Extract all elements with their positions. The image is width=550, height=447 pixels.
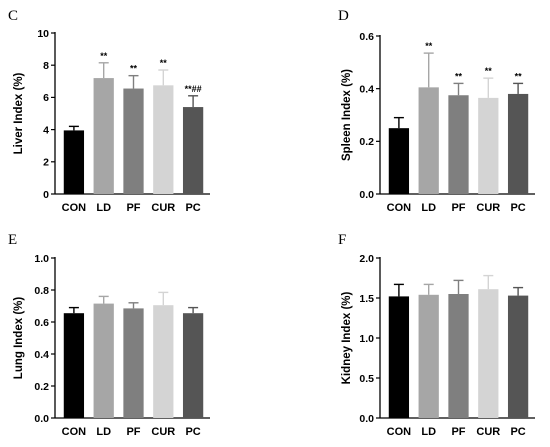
- y-tick-label: 6: [43, 92, 49, 104]
- y-tick-label: 0.6: [359, 31, 374, 43]
- significance-label: **: [485, 66, 493, 76]
- y-tick-label: 0.0: [34, 413, 49, 425]
- bar-pf: [123, 308, 144, 418]
- x-tick-label: CUR: [476, 426, 500, 438]
- bar-ld: [418, 87, 439, 194]
- y-axis-title: Kidney Index (%): [341, 292, 353, 385]
- y-tick-label: 2: [43, 157, 49, 169]
- x-tick-label: PC: [185, 202, 200, 214]
- y-tick-label: 10: [37, 28, 49, 40]
- y-axis-title: Lung Index (%): [13, 297, 25, 380]
- significance-label: **: [100, 51, 108, 61]
- significance-label: **: [515, 71, 523, 81]
- bar-ld: [93, 303, 114, 418]
- panel-D: D Spleen Index (%) 0.0 0.2 0.4 0.6 CON ** LD ** PF…: [338, 8, 535, 214]
- x-tick-label: CUR: [151, 426, 175, 438]
- bar-con: [388, 296, 410, 418]
- y-tick-label: 0.0: [359, 189, 374, 201]
- panel-C: C Liver Index (%) 0 2 4 6 8 10 CON ** LD ** PF ** CUR *…: [8, 8, 210, 214]
- x-tick-label: LD: [421, 202, 436, 214]
- significance-label: **: [455, 71, 463, 81]
- x-tick-label: PF: [126, 426, 140, 438]
- x-tick-label: CON: [387, 202, 412, 214]
- y-tick-label: 0.8: [34, 285, 49, 297]
- x-tick-label: CON: [62, 426, 87, 438]
- y-axis-title: Liver Index (%): [13, 72, 25, 154]
- bar-cur: [153, 305, 174, 418]
- panel-letter: D: [338, 8, 349, 24]
- y-tick-label: 0: [43, 189, 49, 201]
- y-tick-label: 4: [43, 124, 49, 136]
- y-tick-label: 1.0: [359, 333, 374, 345]
- y-tick-label: 0.2: [34, 381, 49, 393]
- bar-pf: [448, 95, 469, 194]
- y-tick-label: 0.4: [34, 349, 49, 361]
- bar-pc: [182, 313, 204, 418]
- y-axis-title: Spleen Index (%): [341, 69, 353, 161]
- bar-ld: [418, 294, 439, 418]
- x-tick-label: CON: [62, 202, 87, 214]
- significance-label: **##: [185, 84, 202, 94]
- bar-cur: [478, 97, 499, 194]
- y-tick-label: 0.6: [34, 317, 49, 329]
- y-tick-label: 0.5: [359, 373, 374, 385]
- significance-label: **: [130, 64, 138, 74]
- panel-letter: C: [8, 8, 18, 24]
- x-tick-label: PC: [510, 202, 525, 214]
- bar-con: [388, 128, 410, 194]
- y-tick-label: 0.2: [359, 136, 374, 148]
- y-tick-label: 2.0: [359, 253, 374, 265]
- panel-letter: F: [338, 232, 346, 248]
- bar-pf: [123, 88, 144, 194]
- y-tick-label: 1.0: [34, 253, 49, 265]
- bar-pc: [182, 107, 204, 194]
- x-tick-label: CUR: [151, 202, 175, 214]
- y-tick-label: 8: [43, 60, 49, 72]
- significance-label: **: [425, 41, 433, 51]
- bar-con: [63, 313, 85, 418]
- x-tick-label: PF: [451, 202, 465, 214]
- x-tick-label: PF: [126, 202, 140, 214]
- x-tick-label: LD: [96, 202, 111, 214]
- x-tick-label: CON: [387, 426, 412, 438]
- bar-cur: [153, 85, 174, 194]
- x-tick-label: PC: [185, 426, 200, 438]
- panel-F: F Kidney Index (%) 0.0 0.5 1.0 1.5 2.0 CON LD PF C…: [338, 232, 535, 438]
- y-tick-label: 0.0: [359, 413, 374, 425]
- significance-label: **: [160, 58, 168, 68]
- y-tick-label: 0.4: [359, 83, 374, 95]
- bar-pc: [507, 295, 529, 418]
- bar-pc: [507, 93, 529, 194]
- x-tick-label: PC: [510, 426, 525, 438]
- bar-cur: [478, 289, 499, 418]
- x-tick-label: PF: [451, 426, 465, 438]
- x-tick-label: LD: [421, 426, 436, 438]
- bar-ld: [93, 78, 114, 194]
- x-tick-label: CUR: [476, 202, 500, 214]
- y-tick-label: 1.5: [359, 293, 374, 305]
- panel-E: E Lung Index (%) 0.0 0.2 0.4 0.6 0.8 1.0 CON LD PF…: [8, 232, 210, 438]
- x-tick-label: LD: [96, 426, 111, 438]
- bar-pf: [448, 294, 469, 418]
- bar-con: [63, 130, 85, 194]
- panel-letter: E: [8, 232, 17, 248]
